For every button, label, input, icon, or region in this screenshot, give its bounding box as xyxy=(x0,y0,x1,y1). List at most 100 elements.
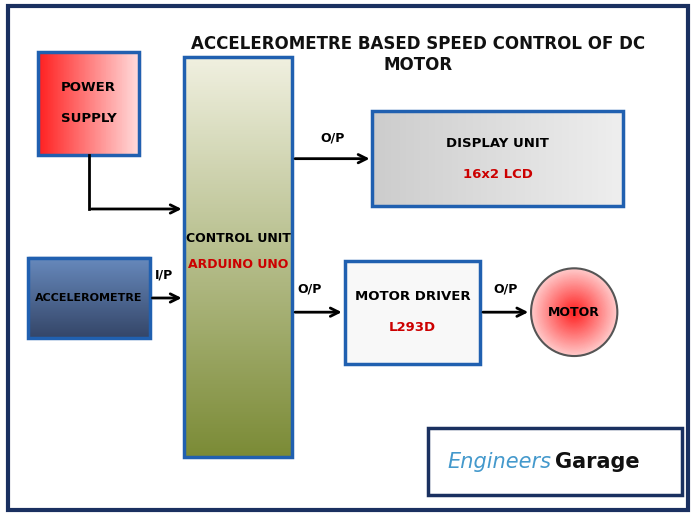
Bar xyxy=(28,272,150,273)
Bar xyxy=(28,259,150,260)
Bar xyxy=(184,166,292,169)
Bar xyxy=(49,52,51,155)
Bar xyxy=(106,52,107,155)
Bar xyxy=(97,52,99,155)
Bar xyxy=(38,52,40,155)
Ellipse shape xyxy=(559,296,590,328)
Bar xyxy=(41,52,42,155)
FancyBboxPatch shape xyxy=(428,428,682,495)
Bar xyxy=(83,52,84,155)
Bar xyxy=(28,264,150,265)
Ellipse shape xyxy=(532,269,617,355)
Bar xyxy=(184,322,292,325)
Bar xyxy=(462,111,465,206)
Bar xyxy=(28,267,150,268)
Bar xyxy=(28,280,150,281)
Bar xyxy=(28,331,150,332)
Bar xyxy=(28,302,150,303)
Ellipse shape xyxy=(536,273,612,351)
Text: Engineers: Engineers xyxy=(448,452,552,472)
Bar xyxy=(28,275,150,276)
Bar xyxy=(28,262,150,263)
Bar xyxy=(65,52,67,155)
Bar xyxy=(127,52,129,155)
Bar xyxy=(28,301,150,302)
Bar xyxy=(91,52,93,155)
Bar xyxy=(184,356,292,359)
Bar xyxy=(184,180,292,183)
Bar xyxy=(90,52,91,155)
Bar xyxy=(28,278,150,279)
Bar xyxy=(90,52,92,155)
Bar xyxy=(28,320,150,321)
Bar xyxy=(184,246,292,249)
Ellipse shape xyxy=(545,282,603,342)
Bar xyxy=(96,52,98,155)
Bar xyxy=(184,138,292,141)
Bar xyxy=(184,310,292,313)
Bar xyxy=(487,111,490,206)
Bar xyxy=(184,326,292,329)
Bar xyxy=(28,312,150,313)
Bar xyxy=(28,288,150,289)
Bar xyxy=(28,260,150,261)
Bar xyxy=(437,111,440,206)
Bar xyxy=(184,222,292,225)
Bar xyxy=(28,283,150,284)
Bar xyxy=(184,70,292,73)
Bar xyxy=(548,111,551,206)
Bar xyxy=(184,434,292,437)
Bar xyxy=(184,172,292,175)
Bar xyxy=(28,308,150,309)
Bar xyxy=(28,331,150,332)
Bar xyxy=(184,444,292,447)
Bar xyxy=(617,111,619,206)
Bar xyxy=(544,111,546,206)
Bar xyxy=(184,344,292,347)
Bar xyxy=(466,111,469,206)
Bar xyxy=(28,260,150,261)
Bar xyxy=(28,327,150,328)
Bar xyxy=(184,158,292,161)
Ellipse shape xyxy=(538,275,610,349)
Bar xyxy=(184,254,292,256)
Bar xyxy=(68,52,70,155)
Bar xyxy=(28,267,150,268)
Ellipse shape xyxy=(543,280,606,344)
Bar xyxy=(184,366,292,368)
Bar xyxy=(95,52,96,155)
Bar xyxy=(28,295,150,296)
Bar xyxy=(184,140,292,143)
Ellipse shape xyxy=(568,306,580,318)
Bar xyxy=(184,354,292,357)
Bar xyxy=(372,111,375,206)
Bar xyxy=(98,52,100,155)
Bar xyxy=(575,111,578,206)
Bar xyxy=(28,322,150,324)
Bar xyxy=(47,52,49,155)
Bar xyxy=(184,372,292,375)
Bar xyxy=(184,248,292,251)
Bar xyxy=(28,318,150,319)
Bar xyxy=(184,212,292,215)
Bar xyxy=(539,111,542,206)
Bar xyxy=(28,309,150,310)
Bar xyxy=(184,202,292,205)
Bar xyxy=(28,305,150,306)
Bar xyxy=(184,296,292,299)
Bar xyxy=(184,142,292,144)
Bar xyxy=(184,340,292,343)
Ellipse shape xyxy=(571,310,577,315)
Bar xyxy=(184,226,292,229)
Bar xyxy=(393,111,396,206)
Bar xyxy=(53,52,54,155)
Bar xyxy=(28,310,150,311)
Bar xyxy=(70,52,72,155)
Bar xyxy=(184,188,292,191)
Bar xyxy=(523,111,525,206)
Bar xyxy=(454,111,457,206)
Bar xyxy=(28,310,150,311)
Bar xyxy=(184,302,292,304)
Ellipse shape xyxy=(553,291,595,333)
Bar xyxy=(28,307,150,308)
